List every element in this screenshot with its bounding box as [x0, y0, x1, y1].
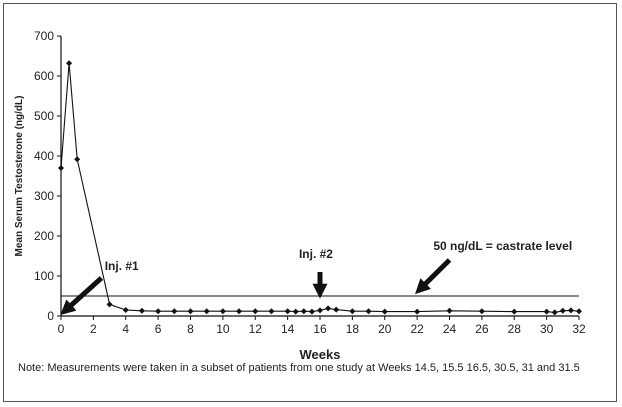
data-point [236, 308, 243, 315]
annotation-arrow [415, 258, 452, 295]
data-point [74, 156, 81, 163]
data-point [292, 308, 299, 315]
x-tick-label: 2 [90, 322, 97, 336]
data-point [268, 308, 275, 315]
data-point [122, 307, 129, 313]
x-axis-title: Weeks [300, 347, 341, 362]
y-tick-label: 100 [34, 269, 54, 283]
footnote: Note: Measurements were taken in a subse… [18, 362, 580, 374]
data-point [576, 308, 582, 315]
data-point [567, 307, 574, 314]
annotation-arrow [60, 276, 104, 316]
data-point [187, 308, 194, 315]
data-point [58, 165, 64, 171]
x-tick-label: 22 [410, 322, 424, 336]
data-point [284, 308, 291, 315]
y-tick-label: 600 [34, 69, 54, 83]
x-tick-label: 10 [216, 322, 230, 336]
series [58, 60, 582, 316]
annotation-label: Inj. #2 [299, 247, 333, 261]
annotation-label: 50 ng/dL = castrate level [433, 239, 572, 253]
data-point [106, 301, 113, 308]
x-tick-label: 4 [122, 322, 129, 336]
data-point [543, 308, 550, 315]
x-tick-label: 32 [572, 322, 586, 336]
chart-frame [3, 3, 617, 402]
data-point [478, 308, 485, 315]
data-point [446, 307, 453, 314]
data-point [559, 307, 566, 314]
y-tick-label: 700 [34, 29, 54, 43]
x-tick-label: 20 [378, 322, 392, 336]
y-tick-label: 400 [34, 149, 54, 163]
data-point [66, 60, 73, 67]
data-point [325, 305, 332, 312]
data-point [171, 308, 178, 315]
data-point [551, 309, 558, 316]
x-tick-label: 18 [346, 322, 360, 336]
x-tick-label: 6 [155, 322, 162, 336]
data-point [317, 307, 323, 314]
annotation-label: Inj. #1 [105, 259, 139, 273]
data-point [252, 308, 259, 315]
data-point [511, 308, 518, 315]
data-point [381, 308, 388, 315]
data-point [155, 308, 162, 315]
x-tick-label: 16 [313, 322, 327, 336]
data-point [365, 308, 372, 315]
data-point [203, 308, 210, 315]
y-axis-title: Mean Serum Testosterone (ng/dL) [14, 96, 25, 257]
data-point [219, 308, 226, 315]
annotations: Inj. #1 Inj. #2 50 ng/dL = castrate level [60, 239, 572, 316]
x-tick-label: 12 [249, 322, 263, 336]
x-tick-label: 0 [58, 322, 65, 336]
x-tick-label: 30 [540, 322, 554, 336]
x-tick-label: 14 [281, 322, 295, 336]
y-tick-label: 300 [34, 189, 54, 203]
data-point [333, 306, 340, 313]
data-point [308, 308, 315, 315]
x-tick-label: 28 [508, 322, 522, 336]
x-tick-label: 26 [475, 322, 489, 336]
data-point [349, 308, 356, 315]
y-tick-label: 0 [47, 309, 54, 323]
data-point [414, 308, 421, 315]
x-tick-label: 8 [187, 322, 194, 336]
y-tick-label: 500 [34, 109, 54, 123]
data-point [300, 308, 307, 315]
x-tick-label: 24 [443, 322, 457, 336]
data-point [138, 307, 145, 314]
y-tick-label: 200 [34, 229, 54, 243]
